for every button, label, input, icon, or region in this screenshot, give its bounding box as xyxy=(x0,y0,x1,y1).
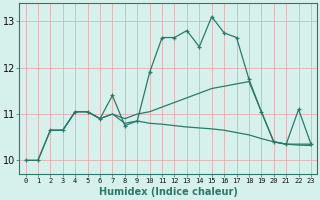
X-axis label: Humidex (Indice chaleur): Humidex (Indice chaleur) xyxy=(99,187,238,197)
